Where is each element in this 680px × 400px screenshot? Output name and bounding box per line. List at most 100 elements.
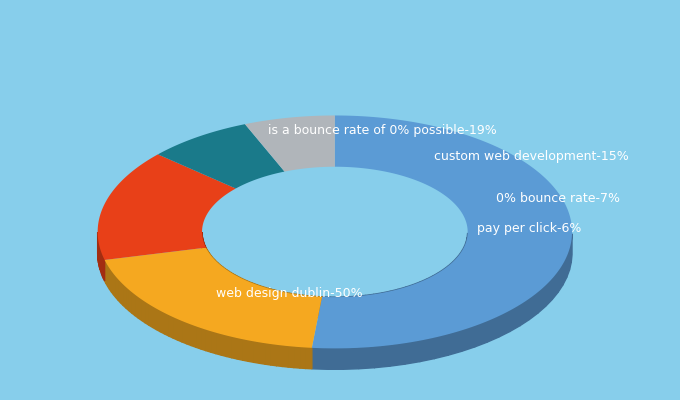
Polygon shape (101, 253, 103, 276)
Polygon shape (245, 116, 335, 172)
Polygon shape (274, 290, 277, 312)
Polygon shape (103, 258, 105, 281)
Polygon shape (566, 249, 569, 278)
Polygon shape (312, 116, 572, 348)
Polygon shape (98, 154, 236, 260)
Polygon shape (129, 290, 132, 313)
Polygon shape (235, 275, 237, 297)
Polygon shape (114, 274, 116, 298)
Polygon shape (288, 346, 294, 368)
Polygon shape (135, 295, 138, 318)
Polygon shape (398, 287, 406, 310)
Polygon shape (292, 294, 296, 315)
Polygon shape (223, 267, 225, 290)
Polygon shape (214, 258, 215, 281)
Polygon shape (296, 294, 299, 316)
Polygon shape (218, 263, 220, 285)
Polygon shape (153, 306, 156, 330)
Polygon shape (239, 277, 242, 300)
Text: 0% bounce rate-7%: 0% bounce rate-7% (496, 192, 620, 205)
Polygon shape (413, 282, 420, 306)
Polygon shape (330, 297, 339, 318)
Polygon shape (216, 262, 218, 284)
Polygon shape (265, 288, 269, 309)
Polygon shape (305, 296, 309, 317)
Polygon shape (448, 330, 462, 355)
Polygon shape (328, 348, 343, 369)
Polygon shape (237, 276, 239, 298)
Polygon shape (196, 326, 201, 349)
Polygon shape (434, 334, 448, 359)
Polygon shape (156, 309, 160, 332)
Polygon shape (105, 260, 106, 284)
Polygon shape (520, 299, 529, 326)
Polygon shape (120, 282, 123, 306)
Polygon shape (247, 281, 250, 303)
Text: pay per click-6%: pay per click-6% (477, 222, 581, 235)
Polygon shape (316, 296, 319, 318)
Polygon shape (552, 272, 558, 300)
Polygon shape (475, 321, 487, 347)
Polygon shape (545, 278, 552, 306)
Polygon shape (456, 254, 460, 279)
Polygon shape (265, 343, 271, 365)
Polygon shape (260, 286, 262, 308)
Polygon shape (116, 276, 118, 300)
Polygon shape (309, 296, 312, 317)
Polygon shape (242, 278, 244, 301)
Polygon shape (300, 347, 306, 368)
Polygon shape (107, 266, 109, 289)
Polygon shape (374, 345, 390, 368)
Polygon shape (359, 347, 374, 369)
Polygon shape (177, 319, 182, 342)
Polygon shape (439, 269, 443, 294)
Polygon shape (294, 347, 300, 368)
Polygon shape (100, 249, 101, 272)
Polygon shape (260, 342, 265, 364)
Polygon shape (109, 268, 112, 292)
Polygon shape (277, 291, 280, 312)
Polygon shape (141, 300, 146, 323)
Polygon shape (105, 248, 322, 348)
Polygon shape (186, 323, 191, 346)
Polygon shape (228, 271, 231, 293)
Polygon shape (277, 345, 282, 366)
Polygon shape (212, 257, 214, 280)
Polygon shape (306, 348, 312, 369)
Polygon shape (405, 341, 420, 364)
Polygon shape (237, 338, 243, 360)
Polygon shape (357, 295, 366, 317)
Polygon shape (343, 348, 359, 369)
Polygon shape (191, 325, 196, 347)
Polygon shape (420, 338, 434, 362)
Polygon shape (221, 334, 226, 356)
Polygon shape (216, 333, 221, 355)
Polygon shape (303, 295, 305, 316)
Polygon shape (322, 297, 330, 318)
Polygon shape (339, 297, 348, 318)
Polygon shape (529, 292, 538, 320)
Polygon shape (571, 234, 572, 262)
Polygon shape (432, 273, 439, 297)
Polygon shape (538, 286, 545, 313)
Polygon shape (165, 313, 169, 336)
Polygon shape (254, 341, 260, 363)
Polygon shape (221, 266, 223, 288)
Polygon shape (252, 283, 254, 305)
Polygon shape (257, 285, 260, 307)
Polygon shape (569, 242, 571, 270)
Polygon shape (233, 274, 235, 296)
Polygon shape (232, 337, 237, 359)
Polygon shape (211, 331, 216, 354)
Polygon shape (271, 344, 277, 366)
Polygon shape (271, 289, 274, 311)
Text: web design dublin-50%: web design dublin-50% (216, 288, 363, 300)
Polygon shape (138, 297, 141, 320)
Polygon shape (126, 287, 129, 311)
Polygon shape (299, 295, 303, 316)
Polygon shape (374, 293, 382, 315)
Polygon shape (390, 289, 398, 312)
Polygon shape (146, 302, 149, 325)
Polygon shape (243, 339, 248, 361)
Polygon shape (244, 280, 247, 302)
